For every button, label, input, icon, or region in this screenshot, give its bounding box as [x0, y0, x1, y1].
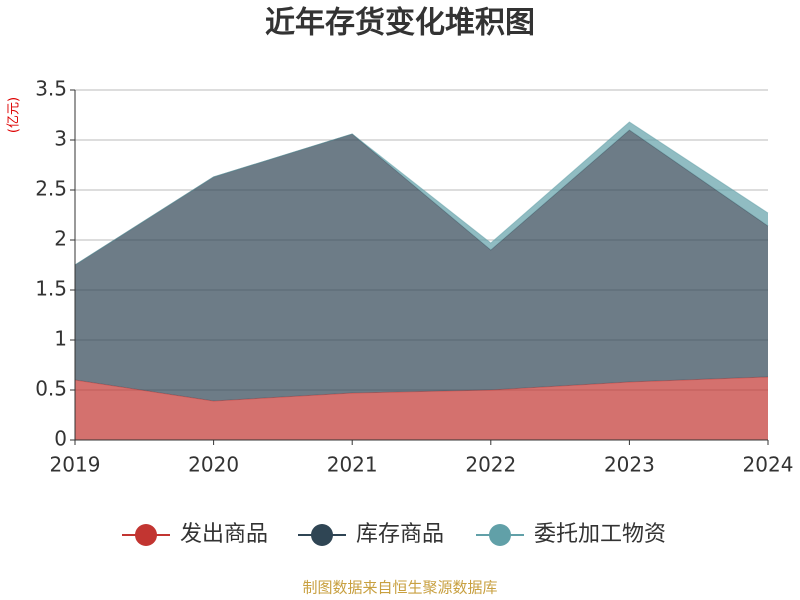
- x-tick-label: 2024: [743, 453, 794, 477]
- legend-marker: [135, 524, 157, 546]
- y-tick-label: 1: [54, 327, 67, 351]
- area: [75, 130, 768, 401]
- y-tick-label: 1.5: [35, 277, 67, 301]
- source-note: 制图数据来自恒生聚源数据库: [302, 579, 497, 597]
- area: [75, 377, 768, 440]
- legend-marker: [489, 524, 511, 546]
- x-tick-label: 2021: [327, 453, 378, 477]
- x-tick-label: 2019: [50, 453, 101, 477]
- area: [75, 122, 768, 265]
- y-tick-label: 3: [54, 127, 67, 151]
- x-tick-label: 2023: [604, 453, 655, 477]
- x-tick-label: 2020: [188, 453, 239, 477]
- y-axis-label: (亿元): [7, 97, 22, 133]
- area-line: [74, 121, 769, 266]
- y-tick-label: 2: [54, 227, 67, 251]
- y-tick-label: 0: [54, 427, 67, 451]
- y-tick-label: 3.5: [35, 77, 67, 101]
- chart-title: 近年存货变化堆积图: [265, 6, 535, 41]
- legend-label: 发出商品: [180, 522, 268, 547]
- y-tick-label: 2.5: [35, 177, 67, 201]
- x-tick-label: 2022: [465, 453, 516, 477]
- y-tick-label: 0.5: [35, 377, 67, 401]
- legend-label: 库存商品: [356, 522, 444, 547]
- legend-label: 委托加工物资: [534, 522, 666, 547]
- legend-marker: [311, 524, 333, 546]
